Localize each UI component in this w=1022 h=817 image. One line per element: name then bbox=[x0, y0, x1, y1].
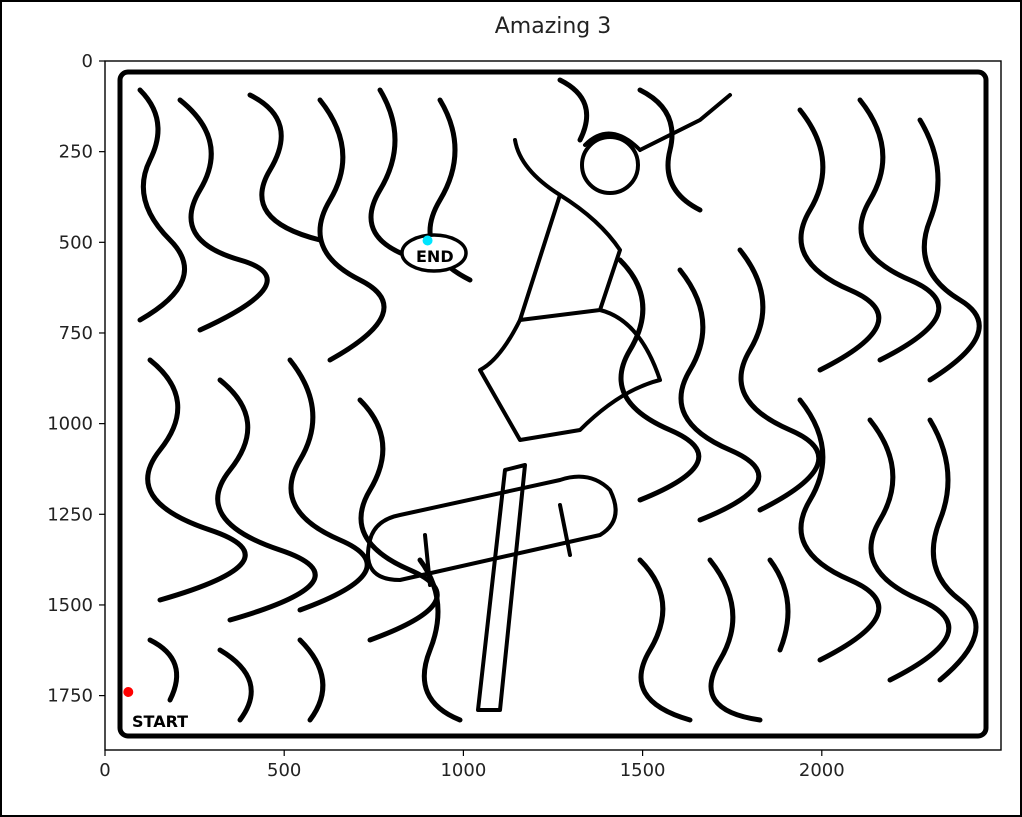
start-point-marker bbox=[123, 686, 134, 697]
maze-wall bbox=[707, 557, 763, 723]
maze-wall bbox=[637, 87, 703, 213]
end-label: END bbox=[416, 247, 454, 266]
skater-illustration bbox=[366, 93, 732, 712]
x-tick-label: 1500 bbox=[620, 760, 666, 781]
maze-wall bbox=[767, 557, 791, 653]
maze-wall bbox=[177, 97, 270, 333]
maze-wall bbox=[247, 92, 323, 243]
start-label: START bbox=[132, 712, 188, 731]
maze-wall bbox=[147, 637, 180, 703]
y-tick-label: 0 bbox=[82, 51, 93, 72]
maze-wall bbox=[287, 357, 370, 613]
maze-wall bbox=[137, 87, 188, 323]
maze-wall bbox=[297, 637, 326, 723]
x-tick-label: 500 bbox=[267, 760, 301, 781]
maze-wall bbox=[797, 397, 882, 663]
end-label-bubble bbox=[400, 233, 468, 273]
maze-outer-wall bbox=[117, 69, 989, 739]
y-tick-label: 750 bbox=[59, 323, 93, 344]
maze-wall bbox=[417, 557, 463, 723]
y-tick-label: 1250 bbox=[47, 504, 93, 525]
y-tick-label: 250 bbox=[59, 142, 93, 163]
maze-wall bbox=[557, 77, 590, 143]
maze-wall bbox=[317, 97, 387, 363]
y-tick-label: 1500 bbox=[47, 595, 93, 616]
maze-wall bbox=[797, 107, 882, 373]
y-tick-label: 1000 bbox=[47, 414, 93, 435]
maze-wall bbox=[145, 357, 248, 603]
maze-wall bbox=[737, 247, 822, 513]
maze-wall bbox=[637, 557, 693, 723]
maze-wall bbox=[867, 417, 952, 683]
maze-wall bbox=[917, 117, 982, 383]
maze-wall bbox=[215, 377, 318, 623]
x-tick-label: 2000 bbox=[799, 760, 845, 781]
end-point-marker bbox=[422, 235, 433, 246]
y-tick-label: 500 bbox=[59, 232, 93, 253]
maze-wall bbox=[217, 647, 254, 723]
maze-image: END START bbox=[117, 69, 989, 739]
maze-wall bbox=[368, 87, 423, 263]
plot-title: Amazing 3 bbox=[494, 14, 612, 39]
y-tick-label: 1750 bbox=[47, 686, 93, 707]
maze-wall bbox=[617, 257, 702, 503]
maze-wall bbox=[927, 417, 979, 683]
maze-wall bbox=[677, 267, 762, 523]
x-tick-label: 1000 bbox=[440, 760, 486, 781]
x-tick-label: 0 bbox=[99, 760, 110, 781]
markers bbox=[123, 235, 433, 697]
x-axis: 0 500 1000 1500 2000 bbox=[99, 750, 845, 781]
axes-box bbox=[104, 60, 1002, 751]
maze-wall bbox=[857, 97, 942, 363]
y-axis: 0 250 500 750 1000 1250 1500 1750 bbox=[47, 51, 105, 707]
